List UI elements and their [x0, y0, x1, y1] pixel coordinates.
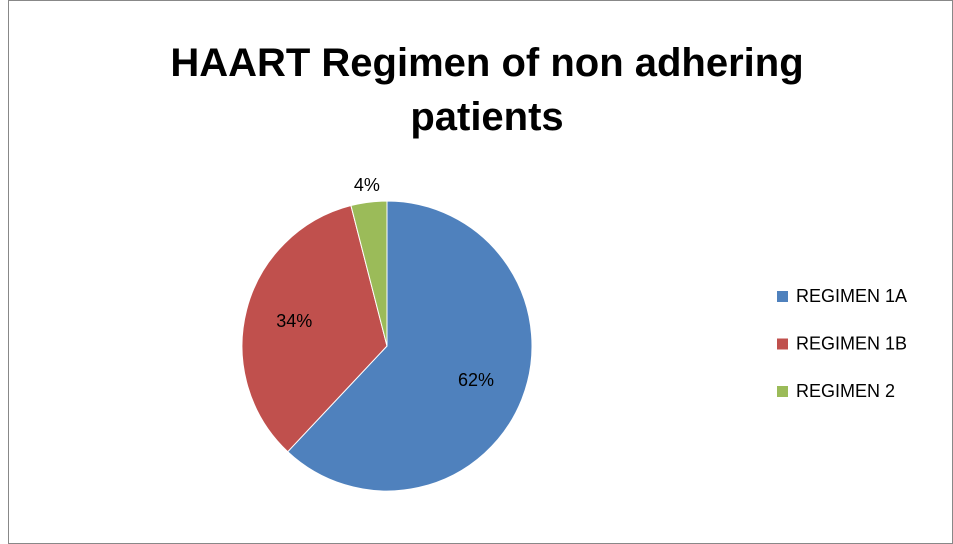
- legend-swatch: [777, 338, 788, 350]
- chart-title: HAART Regimen of non adhering patients: [170, 41, 804, 139]
- pie-slice: [241, 204, 388, 453]
- legend-label: REGIMEN 1B: [796, 333, 907, 353]
- legend-label: REGIMEN 2: [796, 381, 895, 401]
- data-label: 4%: [354, 175, 380, 195]
- pie-slice: [350, 200, 388, 347]
- data-label: 62%: [458, 370, 494, 390]
- legend-swatch: [777, 291, 788, 302]
- legend-swatch: [777, 386, 788, 397]
- data-label: 34%: [276, 311, 312, 331]
- pie-slice: [287, 200, 533, 492]
- legend-label: REGIMEN 1A: [796, 286, 907, 306]
